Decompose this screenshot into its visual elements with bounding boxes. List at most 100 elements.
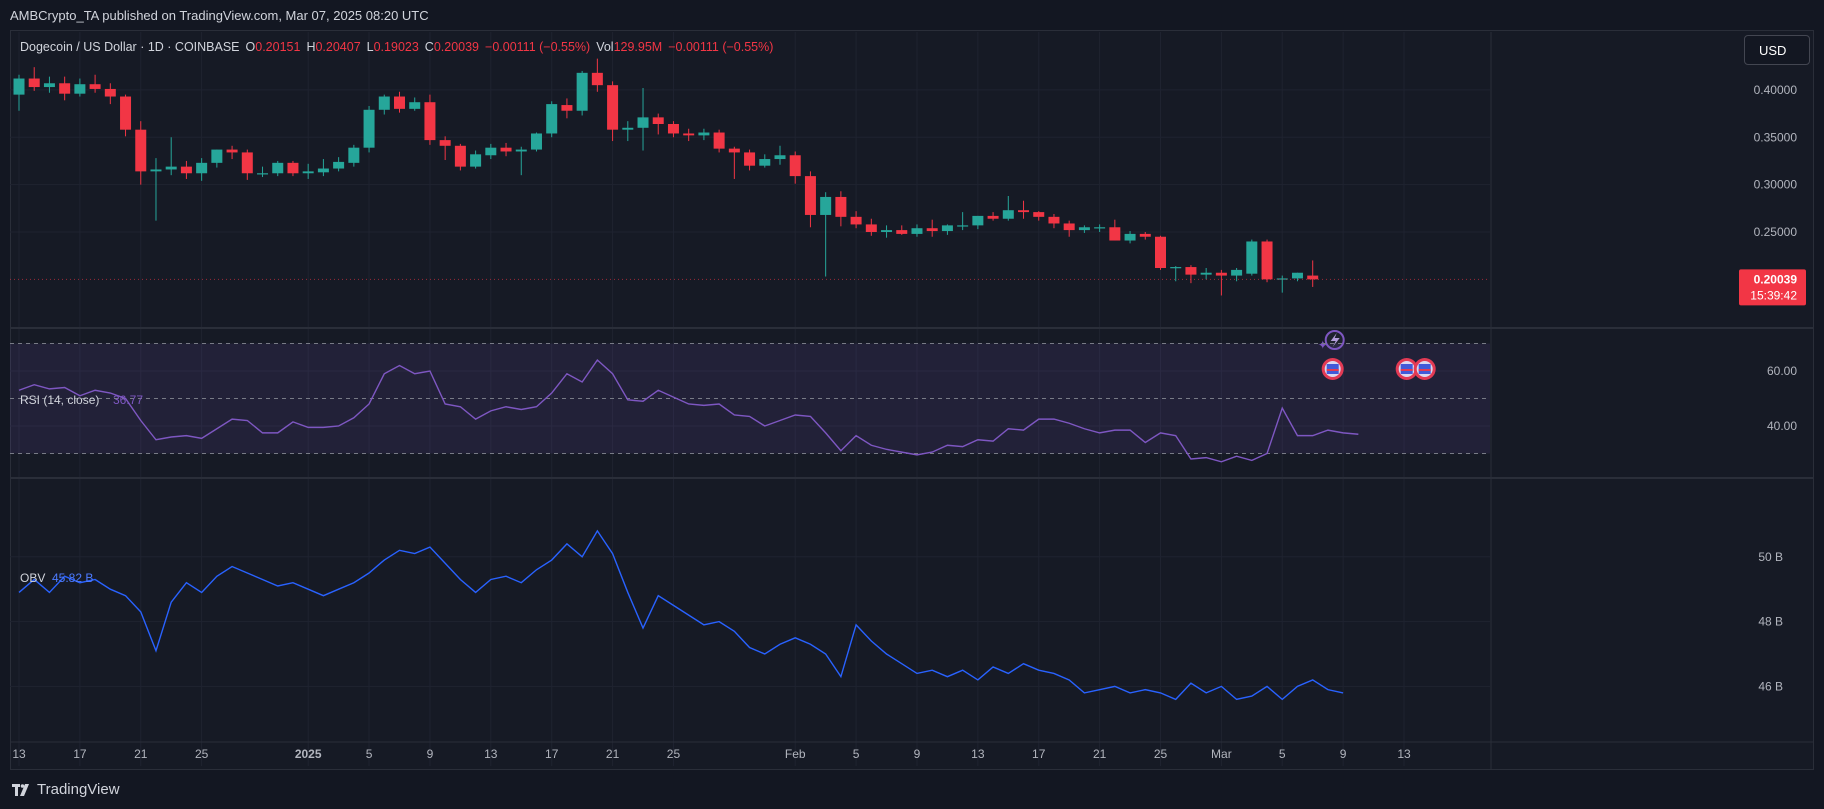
candle-body (911, 228, 923, 234)
candle-body (865, 224, 877, 232)
candle-body (74, 84, 86, 94)
high-label: H (306, 40, 316, 54)
candle-body (470, 154, 482, 167)
time-axis-label: 5 (853, 747, 860, 761)
candle-body (759, 159, 771, 166)
candle-body (1261, 241, 1273, 280)
candle-body (363, 109, 375, 148)
candle-body (1018, 210, 1030, 213)
close-label: C (424, 40, 434, 54)
candle-body (652, 117, 664, 124)
time-axis-label: 13 (1397, 747, 1411, 761)
candle-body (607, 85, 619, 130)
time-axis-label: 17 (545, 747, 559, 761)
last-price-badge (1739, 269, 1806, 306)
candle-body (1155, 236, 1166, 268)
obv-axis-label: 50 B (1758, 550, 1783, 564)
tradingview-logo-icon (12, 783, 29, 796)
candle-body (439, 140, 451, 146)
price-axis-label: 0.25000 (1754, 225, 1798, 239)
candle-body (1185, 267, 1197, 275)
candle-body (409, 102, 421, 109)
candle-body (896, 230, 908, 234)
price-axis-label: 0.35000 (1754, 130, 1798, 144)
candle-body (957, 225, 969, 227)
candle-body (561, 105, 573, 111)
time-axis-label: 13 (12, 747, 26, 761)
candle-body (1048, 216, 1060, 224)
time-axis-label: 25 (1154, 747, 1168, 761)
candle-body (881, 230, 893, 232)
symbol-title[interactable]: Dogecoin / US Dollar · 1D · COINBASE (20, 40, 240, 54)
change-value: −0.00111 (−0.55%) (485, 40, 591, 54)
candle-body (941, 225, 953, 232)
candle-body (835, 196, 847, 217)
publisher-text: AMBCrypto_TA published on TradingView.co… (10, 8, 429, 23)
candle-body (1063, 223, 1075, 231)
candle-body (591, 72, 603, 86)
candle-body (196, 162, 208, 174)
candle-body (180, 166, 192, 174)
candle-body (120, 96, 132, 130)
candle-body (622, 127, 634, 130)
chart-legend: Dogecoin / US Dollar · 1D · COINBASE O0.2… (20, 40, 779, 54)
candle-body (972, 215, 984, 226)
obv-line (18, 529, 1344, 701)
candle-body (1078, 227, 1090, 231)
time-axis-label: 21 (606, 747, 620, 761)
open-value: 0.20151 (255, 40, 301, 54)
candle-body (1002, 210, 1014, 219)
price-axis-label: 0.30000 (1754, 178, 1798, 192)
candle-body (89, 84, 101, 89)
candle-body (987, 215, 999, 219)
tradingview-brand: TradingView (37, 781, 120, 798)
candle-body (1139, 233, 1151, 237)
candle-body (850, 216, 862, 225)
candle-body (820, 196, 832, 215)
candle-body (317, 168, 329, 173)
time-axis-label: 21 (1093, 747, 1107, 761)
obv-axis-label: 46 B (1758, 679, 1783, 693)
candle-body (530, 133, 542, 150)
candle-body (333, 161, 345, 169)
tradingview-logo[interactable]: TradingView (12, 781, 120, 798)
obv-title: OBV (20, 571, 45, 585)
rsi-axis-label: 40.00 (1767, 419, 1797, 433)
candle-body (13, 78, 25, 95)
candle-body (1109, 227, 1121, 241)
time-axis-label: 21 (134, 747, 148, 761)
candle-body (774, 155, 786, 160)
candle-body (135, 129, 147, 172)
last-price-label: 0.20039 (1754, 272, 1798, 286)
candle-body (485, 147, 497, 156)
close-value: 0.20039 (433, 40, 480, 54)
publisher-bar: AMBCrypto_TA published on TradingView.co… (0, 0, 1824, 32)
open-label: O (245, 40, 256, 54)
candle-body (424, 102, 436, 141)
lightning-event-icon (1330, 333, 1340, 347)
currency-selector[interactable]: USD (1744, 35, 1810, 65)
footer-bar: TradingView (0, 772, 1824, 809)
time-axis-label: 17 (73, 747, 87, 761)
candle-body (59, 83, 71, 94)
candle-body (1200, 272, 1212, 275)
time-axis-label: 5 (366, 747, 373, 761)
low-value: 0.19023 (373, 40, 419, 54)
countdown-label: 15:39:42 (1750, 288, 1797, 302)
rsi-axis-label: 60.00 (1767, 364, 1797, 378)
candle-body (1215, 272, 1227, 276)
chart-frame[interactable] (10, 30, 1814, 770)
time-axis-label: 9 (427, 747, 434, 761)
candle-body (667, 124, 679, 134)
candle-body (713, 132, 725, 149)
time-axis-label: Mar (1211, 747, 1232, 761)
candle-body (28, 78, 40, 88)
candle-body (226, 149, 238, 153)
time-axis-label: Feb (785, 747, 806, 761)
candle-body (272, 162, 284, 174)
candle-body (1124, 233, 1136, 241)
obv-axis-label: 48 B (1758, 615, 1783, 629)
candle-body (698, 132, 710, 136)
time-axis-label: 25 (667, 747, 681, 761)
